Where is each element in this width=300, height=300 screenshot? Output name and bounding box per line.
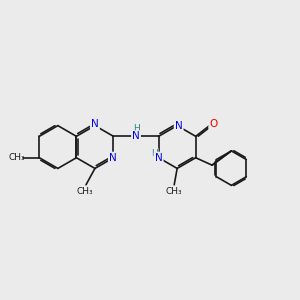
Text: N: N: [109, 153, 117, 163]
Text: N: N: [155, 153, 163, 163]
Text: CH₃: CH₃: [76, 187, 93, 196]
Text: N: N: [132, 131, 140, 141]
Text: H: H: [133, 124, 140, 134]
Text: O: O: [209, 119, 218, 129]
Text: CH₃: CH₃: [166, 187, 182, 196]
Text: N: N: [91, 119, 99, 129]
Text: N: N: [175, 121, 182, 131]
Text: H: H: [151, 149, 158, 158]
Text: CH₃: CH₃: [8, 153, 25, 162]
